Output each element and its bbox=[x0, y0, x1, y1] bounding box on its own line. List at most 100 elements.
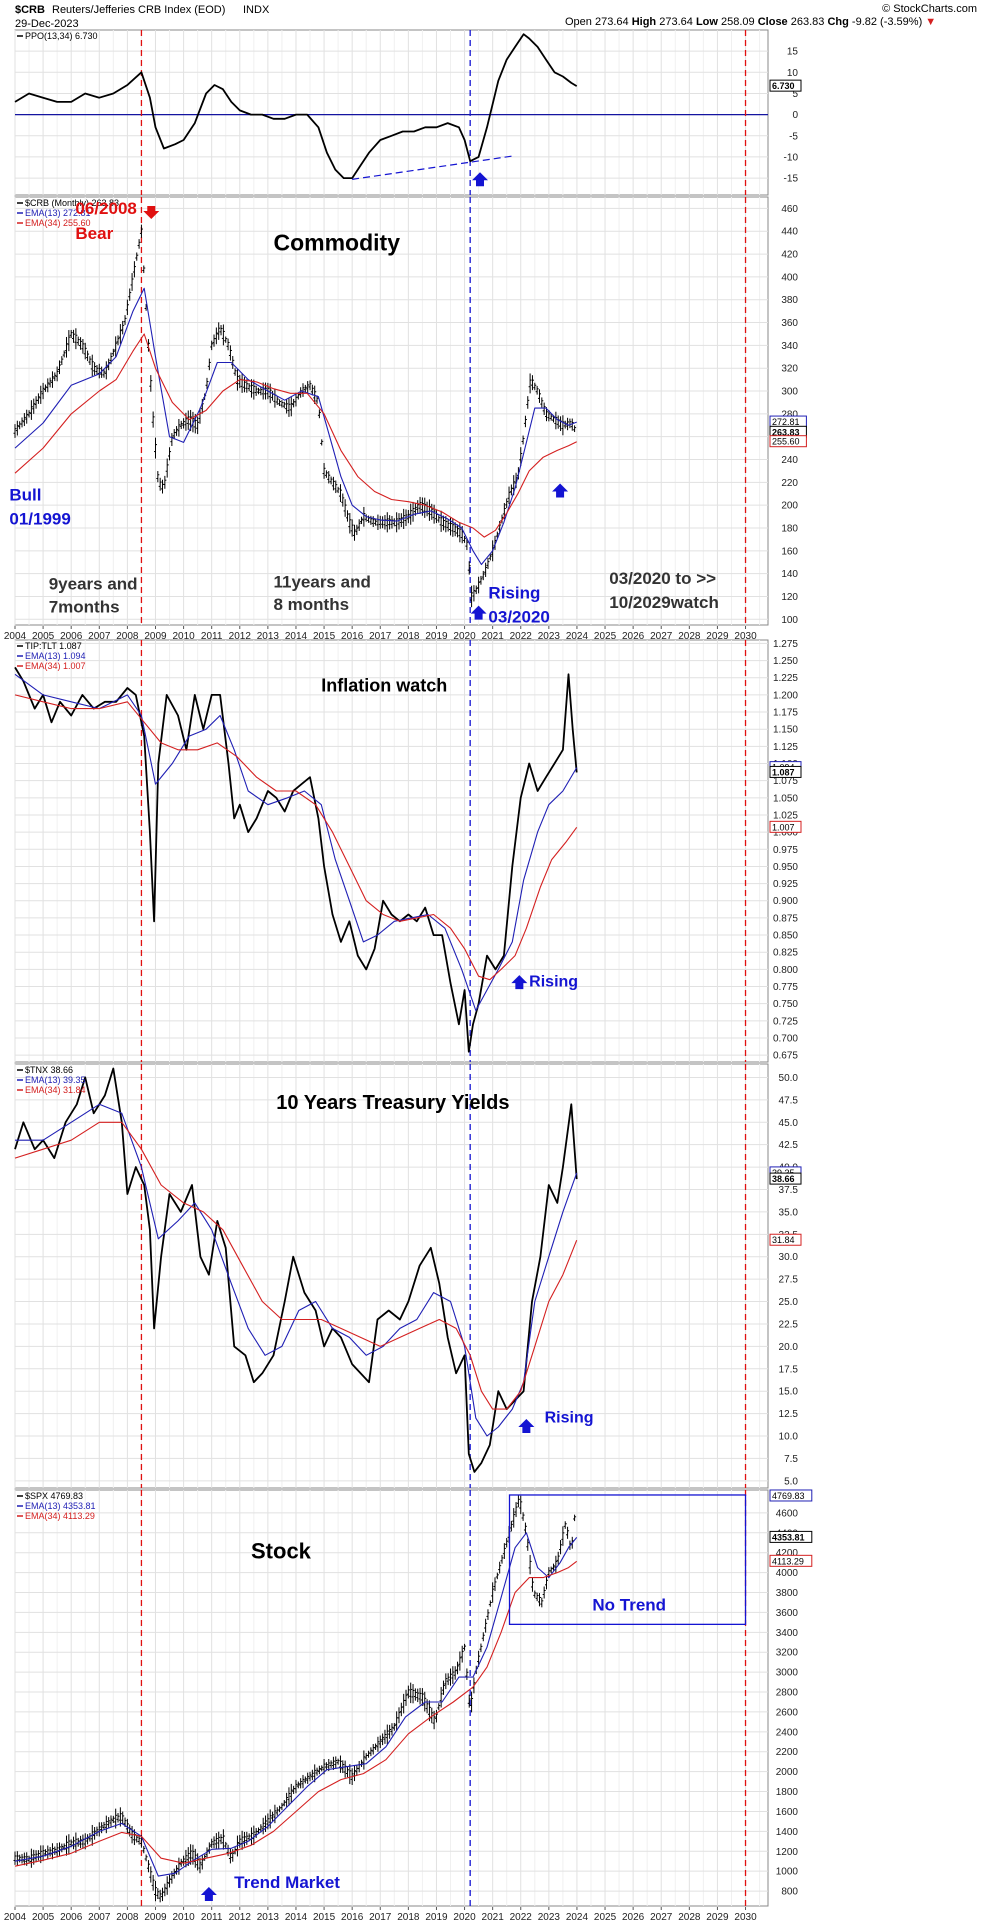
x-tick-label: 2016 bbox=[341, 631, 364, 642]
index-name: Reuters/Jefferies CRB Index (EOD) bbox=[52, 4, 225, 16]
y-tick-label: 0.825 bbox=[773, 948, 798, 959]
x-tick-label: 2016 bbox=[341, 1912, 364, 1923]
x-tick-label: 2011 bbox=[201, 631, 223, 642]
x-tick-label: 2015 bbox=[313, 1912, 336, 1923]
series-line-ppo-13-34- bbox=[14, 33, 578, 180]
y-tick-label: 20.0 bbox=[779, 1342, 799, 1353]
legend-entry: EMA(13) 272.81 bbox=[25, 208, 91, 218]
y-tick-label: 12.5 bbox=[779, 1409, 799, 1420]
last-value-label: 263.83 bbox=[772, 427, 800, 437]
series-line-ema-13- bbox=[14, 1532, 578, 1877]
x-tick-label: 2026 bbox=[622, 1912, 645, 1923]
y-tick-label: 360 bbox=[781, 318, 798, 329]
high-label: High bbox=[632, 16, 657, 28]
y-tick-label: 300 bbox=[781, 387, 798, 398]
symbol-label: $CRB bbox=[15, 4, 45, 16]
y-tick-label: 0.875 bbox=[773, 913, 798, 924]
last-value-label: 1.007 bbox=[772, 822, 795, 832]
x-tick-label: 2008 bbox=[116, 1912, 139, 1923]
series-line-ema-34- bbox=[14, 694, 578, 981]
x-tick-label: 2029 bbox=[706, 1912, 729, 1923]
last-value-tag bbox=[769, 1530, 813, 1543]
y-tick-label: 10 bbox=[787, 68, 799, 79]
y-tick-label: 280 bbox=[781, 409, 798, 420]
y-tick-label: 380 bbox=[781, 295, 798, 306]
y-tick-label: 1.225 bbox=[773, 673, 798, 684]
legend-entry: EMA(13) 39.35 bbox=[25, 1075, 86, 1085]
y-tick-label: 1400 bbox=[776, 1827, 799, 1838]
up-arrow-icon bbox=[200, 1887, 217, 1902]
panel-frame bbox=[14, 639, 769, 1063]
series-line-ema-34- bbox=[14, 333, 577, 538]
y-tick-label: 7.5 bbox=[784, 1454, 798, 1465]
chart-panels: 15 10 5 0 -5 -10 -15 PPO(13,34) 6.730 6.730 460 44… bbox=[4, 29, 813, 1923]
legend-entry: EMA(34) 31.84 bbox=[25, 1085, 86, 1095]
annotation-text: 10 Years Treasury Yields bbox=[276, 1092, 509, 1114]
y-tick-label: 25.0 bbox=[779, 1297, 799, 1308]
last-value-tag bbox=[769, 820, 802, 833]
y-tick-label: 5 bbox=[792, 89, 798, 100]
legend-entry: EMA(34) 1.007 bbox=[25, 661, 86, 671]
x-tick-label: 2020 bbox=[453, 1912, 476, 1923]
series-line-ema-13- bbox=[14, 673, 578, 1012]
last-value-tag bbox=[769, 1554, 813, 1567]
up-arrow-icon bbox=[470, 605, 487, 620]
y-tick-label: 0 bbox=[792, 110, 798, 121]
last-value-label: 38.66 bbox=[772, 1174, 795, 1184]
x-tick-label: 2004 bbox=[4, 631, 27, 642]
panel-tiptlt: 1.2751.2501.2251.2001.1751.1501.1251.100… bbox=[14, 639, 802, 1063]
x-tick-label: 2017 bbox=[369, 631, 392, 642]
y-tick-label: 120 bbox=[781, 592, 798, 603]
quote-row: Open 273.64 High 273.64 Low 258.09 Close… bbox=[565, 16, 936, 28]
panel-frame bbox=[14, 29, 769, 196]
y-tick-label: 1.025 bbox=[773, 810, 798, 821]
x-tick-label: 2027 bbox=[650, 1912, 673, 1923]
low-value: 258.09 bbox=[721, 16, 755, 28]
gridlines bbox=[14, 197, 768, 625]
y-tick-label: 1.200 bbox=[773, 690, 798, 701]
y-tick-label: 1000 bbox=[776, 1867, 799, 1878]
annotation-text: Rising bbox=[529, 974, 578, 991]
x-tick-label: 2011 bbox=[201, 1912, 223, 1923]
annotation-text: 11years and bbox=[273, 572, 370, 591]
y-tick-label: 1.000 bbox=[773, 828, 798, 839]
y-tick-label: 0.700 bbox=[773, 1033, 798, 1044]
series-line-tip-tlt bbox=[14, 666, 578, 1053]
last-value-label: 31.84 bbox=[772, 1235, 795, 1245]
y-tick-label: 1200 bbox=[776, 1847, 799, 1858]
up-arrow-icon bbox=[518, 1419, 535, 1434]
open-label: Open bbox=[565, 16, 592, 28]
x-tick-label: 2012 bbox=[229, 1912, 252, 1923]
gridlines bbox=[14, 30, 768, 195]
y-tick-label: 160 bbox=[781, 546, 798, 557]
exchange-label: INDX bbox=[243, 4, 270, 16]
y-tick-label: 240 bbox=[781, 455, 798, 466]
y-tick-label: 140 bbox=[781, 569, 798, 580]
x-tick-label: 2020 bbox=[453, 631, 476, 642]
y-tick-label: 27.5 bbox=[779, 1275, 799, 1286]
last-value-label: 4113.29 bbox=[772, 1556, 804, 1566]
last-value-tag bbox=[769, 1233, 802, 1246]
x-tick-label: 2028 bbox=[678, 631, 701, 642]
y-tick-label: 1.075 bbox=[773, 776, 798, 787]
y-tick-label: 2800 bbox=[776, 1688, 799, 1699]
annotation-text: No Trend bbox=[592, 1595, 666, 1614]
x-tick-label: 2006 bbox=[60, 1912, 83, 1923]
annotation-text: 8 months bbox=[273, 595, 349, 614]
y-tick-label: 0.975 bbox=[773, 845, 798, 856]
x-axis-years: 2004 2005 2006 2007 2008 2009 2010 2011 2012 2013… bbox=[4, 1907, 757, 1923]
y-tick-label: 4200 bbox=[776, 1548, 799, 1559]
last-value-label: 4769.83 bbox=[772, 1491, 805, 1501]
y-tick-label: 2000 bbox=[776, 1767, 799, 1778]
divergence-trendline bbox=[352, 155, 513, 180]
series-line--tnx bbox=[14, 1067, 578, 1473]
y-tick-label: 45.0 bbox=[779, 1118, 799, 1129]
x-tick-label: 2030 bbox=[734, 1912, 757, 1923]
close-value: 263.83 bbox=[791, 16, 825, 28]
y-tick-label: 0.675 bbox=[773, 1051, 798, 1062]
y-tick-label: 47.5 bbox=[779, 1095, 799, 1106]
last-value-tag bbox=[769, 1172, 802, 1185]
